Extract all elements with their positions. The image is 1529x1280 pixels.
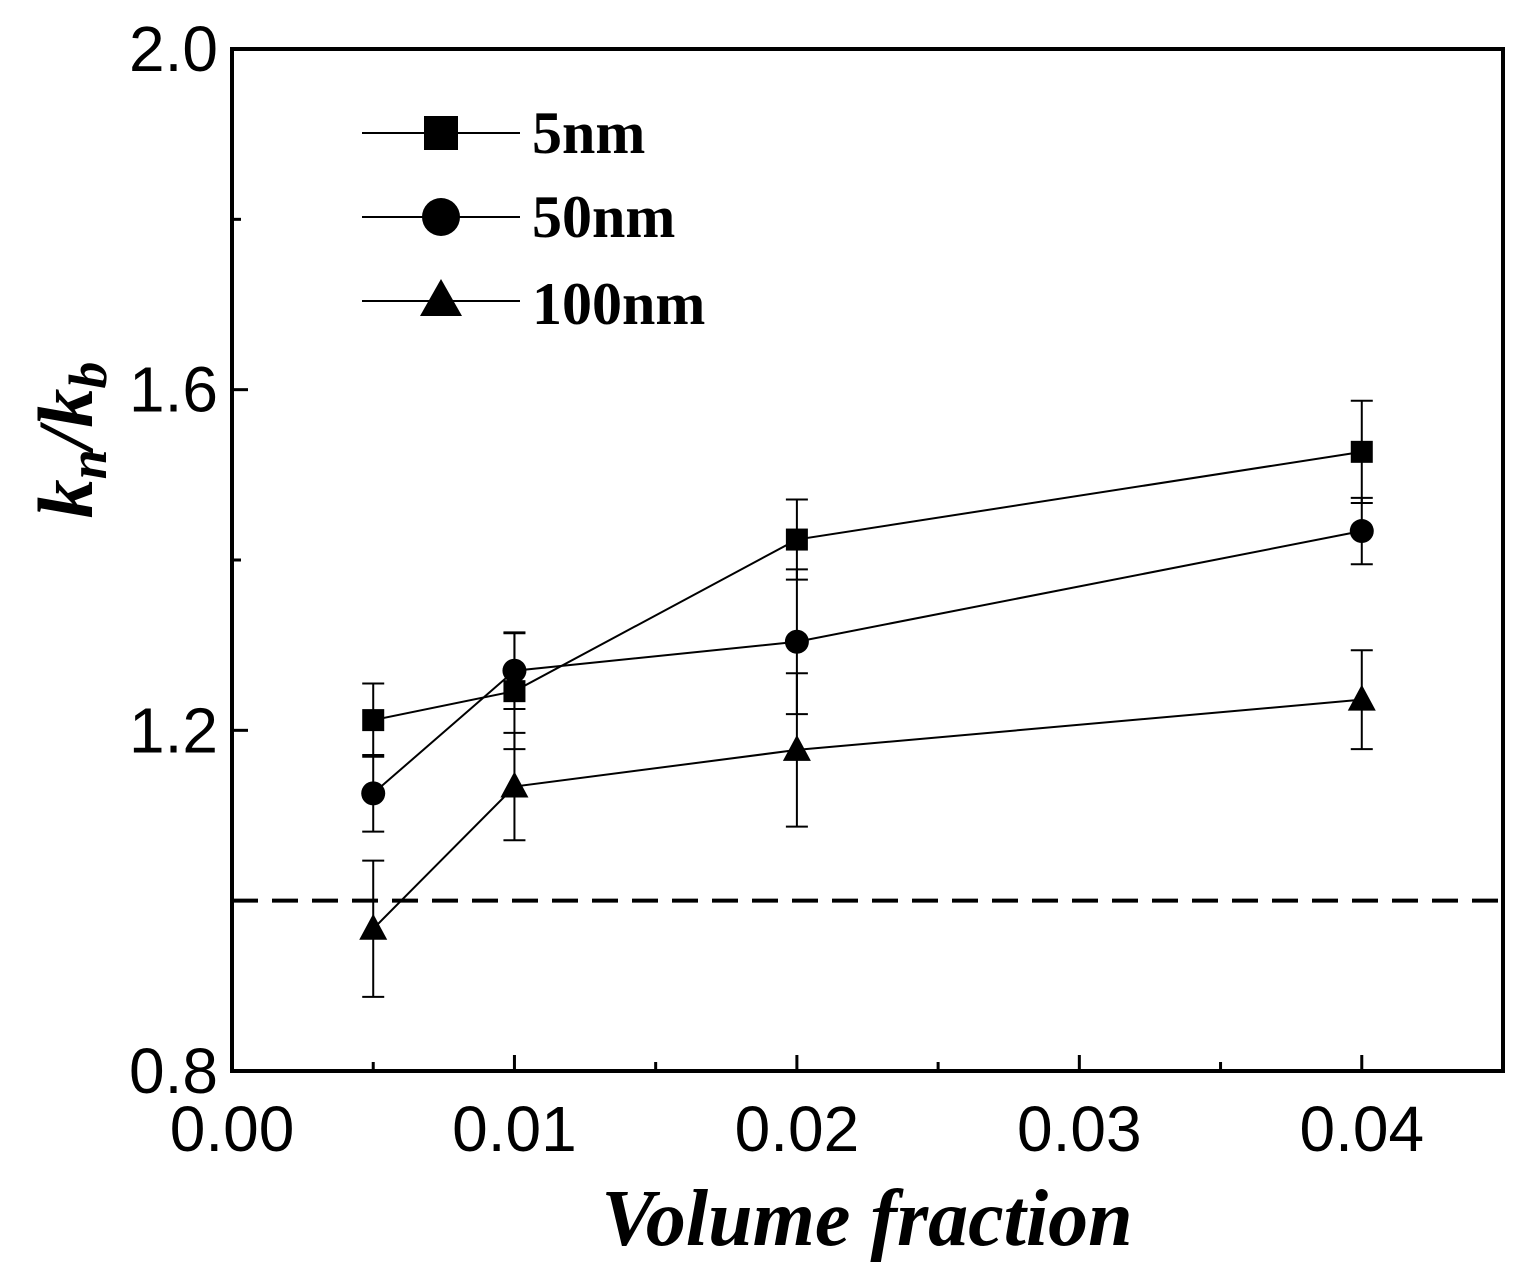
svg-text:kn/kb: kn/kb: [22, 362, 118, 519]
data-point-triangle: [782, 734, 811, 761]
y-axis-title-k1: k: [22, 479, 109, 518]
y-axis-title-sub-b: b: [58, 362, 118, 389]
y-axis-title-k2: k: [22, 389, 109, 428]
y-tick-label: 2.0: [129, 13, 218, 85]
data-point-square: [362, 709, 385, 732]
series-line-5nm: [373, 450, 1362, 722]
x-axis-title: Volume fraction: [601, 1175, 1132, 1263]
legend-item-100nm: 100nm: [362, 271, 705, 337]
legend: 5nm 50nm 100nm: [362, 100, 705, 337]
data-point-square: [785, 528, 808, 551]
data-point-triangle: [359, 913, 388, 940]
y-tick-label: 1.6: [129, 354, 218, 426]
y-tick-label: 0.8: [129, 1035, 218, 1107]
x-tick-label: 0.01: [452, 1093, 577, 1165]
data-point-square: [1350, 440, 1373, 463]
legend-label-5nm: 5nm: [532, 100, 645, 166]
x-tick-label: 0.00: [170, 1093, 295, 1165]
data-point-circle: [784, 629, 809, 654]
legend-item-50nm: 50nm: [362, 184, 675, 250]
y-axis-title: kn/kb: [22, 362, 118, 519]
x-tick-label: 0.02: [735, 1093, 860, 1165]
legend-square-marker: [424, 116, 458, 150]
legend-item-5nm: 5nm: [362, 100, 645, 166]
x-tick-label: 0.03: [1017, 1093, 1142, 1165]
legend-label-100nm: 100nm: [532, 271, 705, 337]
data-point-circle: [361, 781, 386, 806]
data-point-circle: [502, 658, 527, 683]
series-100nm: [359, 649, 1376, 998]
plot-frame: [230, 47, 1505, 1073]
series-line-100nm: [372, 698, 1362, 930]
series-50nm: [361, 496, 1374, 833]
data-point-circle: [1349, 519, 1374, 544]
data-point-triangle: [500, 771, 529, 798]
data-point-triangle: [1347, 684, 1376, 711]
legend-label-50nm: 50nm: [532, 184, 675, 250]
y-axis-title-sub-n: n: [58, 449, 118, 479]
y-tick-label: 1.2: [129, 694, 218, 766]
x-tick-label: 0.04: [1299, 1093, 1424, 1165]
legend-triangle-marker: [420, 279, 462, 316]
series-line-50nm: [372, 530, 1362, 795]
legend-circle-marker: [422, 198, 460, 236]
